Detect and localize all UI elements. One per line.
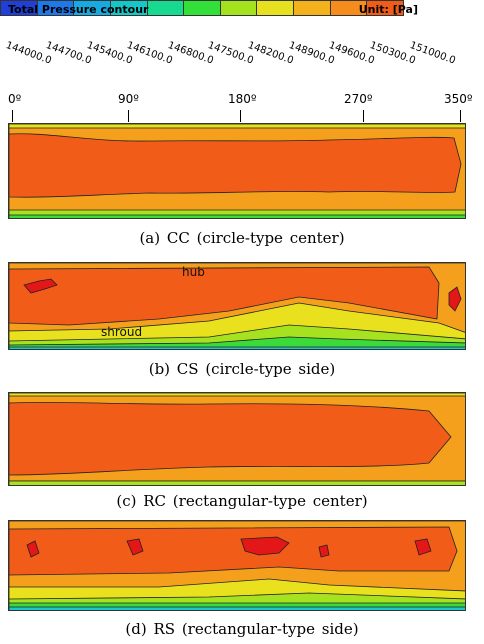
colorbar-segment-0: [1, 1, 38, 15]
angle-label-0: 0º: [8, 92, 22, 106]
colorbar-segment-1: [37, 1, 75, 15]
caption-rs: (d) RS (rectangular-type side): [125, 620, 359, 638]
angle-tick-270: [363, 110, 364, 122]
legend-tick-label: 146100.0: [125, 40, 175, 67]
angle-label-180: 180º: [228, 92, 257, 106]
contour-panel-rc: [8, 392, 466, 486]
angle-tick-350: [460, 110, 461, 122]
colorbar-segment-10: [367, 1, 404, 15]
contour-panel-cs: hub shroud: [8, 262, 466, 350]
angle-tick-90: [128, 110, 129, 122]
contour-plot-rs: [9, 521, 465, 610]
colorbar-segment-5: [184, 1, 221, 15]
colorbar-segment-8: [294, 1, 331, 15]
legend-tick-label: 151000.0: [408, 40, 457, 67]
contour-panel-rs: [8, 520, 466, 611]
angle-label-270: 270º: [344, 92, 373, 106]
colorbar-segment-4: [147, 1, 185, 15]
angle-label-90: 90º: [118, 92, 139, 106]
legend-unit: Unit: [Pa]: [358, 3, 418, 16]
colorbar-segment-7: [257, 1, 295, 15]
shroud-label: shroud: [101, 325, 143, 339]
angle-label-350: 350º: [444, 92, 473, 106]
angle-tick-0: [12, 110, 13, 122]
legend-tick-label: 144700.0: [44, 40, 94, 67]
colorbar-segment-6: [220, 1, 258, 15]
hub-label: hub: [182, 265, 205, 279]
legend-tick-label: 146800.0: [165, 40, 215, 67]
contour-plot-cs: [9, 263, 465, 349]
legend-tick-label: 148200.0: [246, 40, 296, 67]
colorbar-segment-9: [330, 1, 368, 15]
legend-tick-label: 149600.0: [327, 40, 377, 67]
contour-panel-cc: [8, 123, 466, 219]
caption-rc: (c) RC (rectangular-type center): [116, 492, 368, 510]
contour-plot-rc: [9, 393, 465, 485]
contour-plot-cc: [9, 124, 465, 218]
legend-tick-label: 150300.0: [367, 40, 417, 67]
caption-cs: (b) CS (circle-type side): [148, 360, 336, 378]
colorbar-segment-2: [74, 1, 111, 15]
legend-title: Total Pressure contour: [8, 3, 149, 16]
colorbar-segment-3: [110, 1, 148, 15]
caption-cc: (a) CC (circle-type center): [139, 229, 345, 247]
legend-colorbar: [0, 0, 404, 16]
angle-tick-180: [240, 110, 241, 122]
